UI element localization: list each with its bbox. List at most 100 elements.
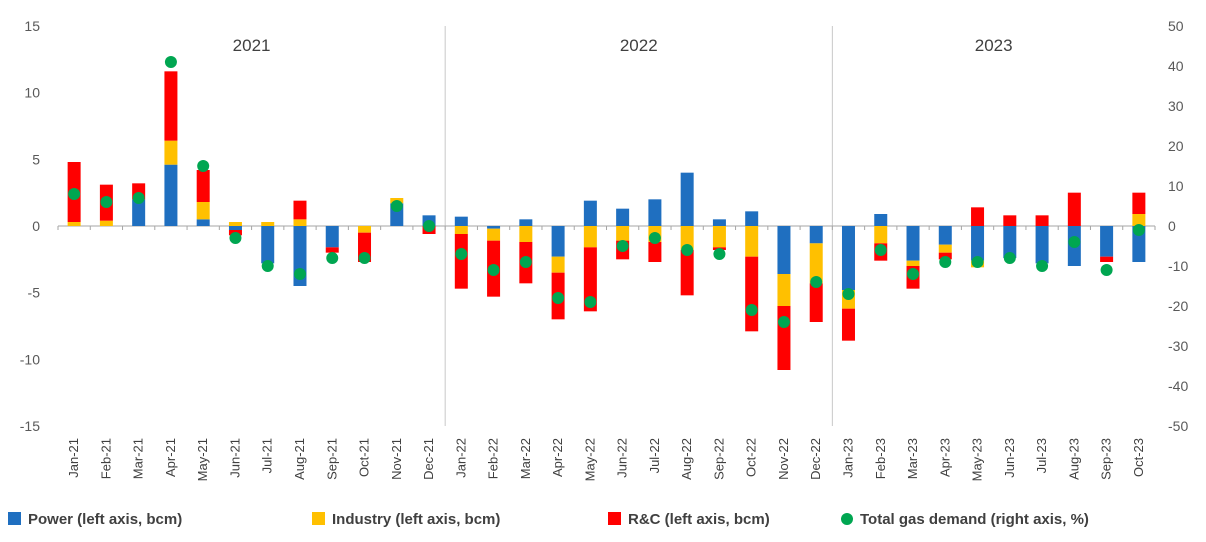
labels: 2021 2022 2023 Jan-21 Feb-21 Mar-21 Apr-21 May-…: [66, 36, 1146, 481]
bar-segment: [809, 283, 823, 322]
right-axis-tick-label: 10: [1168, 178, 1184, 194]
right-axis-tick-label: 20: [1168, 138, 1184, 154]
bar-segment: [745, 211, 759, 226]
bar-segment: [519, 226, 533, 242]
x-tick-label: Feb-22: [486, 438, 501, 479]
demand-point: [1036, 260, 1049, 272]
x-tick-label: Mar-22: [518, 438, 533, 479]
x-tick-label: Dec-22: [808, 438, 823, 480]
bar-segment: [261, 222, 275, 226]
left-axis-tick-label: 5: [32, 151, 40, 167]
bar-segment: [164, 140, 178, 165]
demand-point: [616, 240, 629, 252]
bar-segment: [777, 306, 791, 370]
demand-point: [842, 288, 855, 300]
bar-segment: [648, 242, 662, 262]
right-axis-tick-label: 0: [1168, 218, 1176, 234]
right-axis-tick-label: -10: [1168, 258, 1188, 274]
bar-segment: [680, 172, 694, 226]
x-tick-label: Sep-23: [1099, 438, 1114, 480]
x-tick-label: Aug-22: [679, 438, 694, 480]
legend-label: R&C (left axis, bcm): [628, 511, 770, 528]
bar-segment: [164, 164, 178, 226]
left-axis-tick-label: 15: [24, 18, 40, 34]
legend-label: Industry (left axis, bcm): [332, 511, 500, 528]
x-tick-label: Oct-21: [357, 438, 372, 477]
year-label: 2021: [233, 36, 271, 55]
legend-marker: [8, 512, 21, 525]
bar-segment: [745, 256, 759, 332]
bar-segment: [228, 222, 242, 226]
legend-marker: [841, 513, 853, 525]
demand-point: [939, 256, 952, 268]
left-axis-tick-label: 0: [32, 218, 40, 234]
bar-segment: [938, 226, 952, 245]
demand-point: [648, 232, 661, 244]
bar-segment: [712, 226, 726, 248]
x-tick-label: Jun-22: [615, 438, 630, 478]
x-tick-label: Nov-22: [776, 438, 791, 480]
demand-point: [907, 268, 920, 280]
bar-segment: [164, 71, 178, 141]
bar-segment: [745, 226, 759, 257]
right-axis-tick-label: -50: [1168, 418, 1188, 434]
left-axis-tick-label: -5: [28, 285, 41, 301]
right-axis-tick-label: -20: [1168, 298, 1188, 314]
x-tick-label: Apr-23: [937, 438, 952, 477]
bar-segment: [1100, 256, 1114, 262]
bar-segment: [583, 226, 597, 248]
legend-marker: [608, 512, 621, 525]
x-tick-label: Dec-21: [421, 438, 436, 480]
bar-segment: [1100, 226, 1114, 257]
demand-point: [423, 220, 436, 232]
right-axis-tick-label: -30: [1168, 338, 1188, 354]
demand-point: [164, 56, 177, 68]
bar-segment: [519, 219, 533, 226]
demand-point: [971, 256, 984, 268]
bar-segment: [874, 226, 888, 244]
x-tick-label: Jul-23: [1034, 438, 1049, 473]
x-tick-label: Oct-22: [744, 438, 759, 477]
demand-point: [261, 260, 274, 272]
demand-point: [390, 200, 403, 212]
bars: [67, 71, 1146, 370]
demand-point: [455, 248, 468, 260]
x-tick-label: Feb-21: [98, 438, 113, 479]
bar-segment: [293, 219, 307, 226]
x-tick-label: Sep-22: [711, 438, 726, 480]
bar-segment: [616, 208, 630, 226]
bar-segment: [712, 219, 726, 226]
bar-segment: [583, 247, 597, 312]
bar-segment: [1067, 192, 1081, 226]
demand-point: [487, 264, 500, 276]
left-axis-tick-label: -10: [20, 351, 40, 367]
bar-segment: [454, 226, 468, 234]
bar-segment: [358, 226, 372, 233]
bar-segment: [777, 226, 791, 274]
bar-segment: [325, 247, 339, 253]
bar-segment: [1035, 226, 1049, 264]
demand-point: [681, 244, 694, 256]
demand-point: [1003, 252, 1016, 264]
x-tick-label: Apr-22: [550, 438, 565, 477]
bar-segment: [1035, 215, 1049, 226]
demand-point: [584, 296, 597, 308]
demand-point: [100, 196, 113, 208]
bar-segment: [325, 226, 339, 248]
bar-segment: [809, 243, 823, 284]
demand-point: [358, 252, 371, 264]
x-tick-label: Sep-21: [324, 438, 339, 480]
bar-segment: [293, 200, 307, 220]
legend-label: Power (left axis, bcm): [28, 511, 182, 528]
x-tick-label: May-23: [970, 438, 985, 481]
demand-point: [1068, 236, 1081, 248]
bar-segment: [1132, 214, 1146, 226]
x-tick-label: Aug-23: [1066, 438, 1081, 480]
bar-segment: [1132, 192, 1146, 214]
bar-segment: [971, 226, 985, 261]
bar-segment: [680, 226, 694, 250]
bar-segment: [809, 226, 823, 244]
left-axis-tick-label: 10: [24, 85, 40, 101]
demand-point: [197, 160, 210, 172]
